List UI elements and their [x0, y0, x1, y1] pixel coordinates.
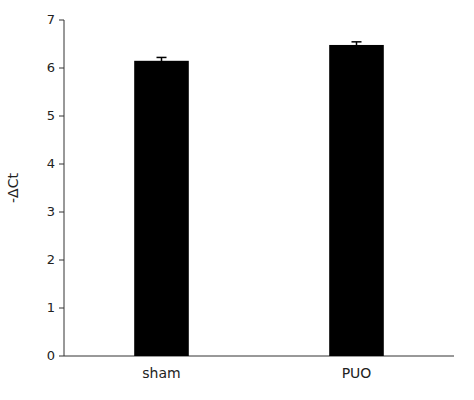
y-tick: [59, 212, 64, 213]
error-cap: [157, 57, 167, 59]
chart-svg: 0 1 2 3 4 5 6 7 -ΔCt sham PUO: [0, 0, 474, 400]
error-bar: [352, 42, 362, 48]
marks: [134, 42, 384, 356]
y-tick: [59, 68, 64, 69]
y-axis-label: -ΔCt: [5, 173, 21, 203]
y-axis-line: [64, 20, 65, 356]
y-tick-label: 7: [47, 12, 55, 27]
y-tick-label: 6: [47, 60, 55, 75]
bar: [134, 61, 189, 356]
y-tick: [59, 164, 64, 165]
y-tick-label: 0: [47, 348, 55, 363]
bar: [329, 45, 384, 356]
y-tick-label: 3: [47, 204, 55, 219]
x-tick-label: sham: [142, 365, 180, 381]
y-tick: [59, 260, 64, 261]
y-tick-label: 5: [47, 108, 55, 123]
error-cap: [352, 41, 362, 43]
y-tick: [59, 20, 64, 21]
x-axis: sham PUO: [64, 356, 454, 381]
y-tick-label: 1: [47, 300, 55, 315]
y-axis: 0 1 2 3 4 5 6 7: [47, 12, 64, 363]
y-tick-label: 2: [47, 252, 55, 267]
chart-container: 0 1 2 3 4 5 6 7 -ΔCt sham PUO: [0, 0, 474, 400]
y-tick: [59, 308, 64, 309]
x-tick-label: PUO: [342, 365, 372, 381]
error-line: [356, 42, 358, 48]
error-cap: [157, 63, 167, 65]
x-axis-line: [64, 356, 454, 357]
error-bar: [157, 57, 167, 64]
y-tick: [59, 356, 64, 357]
y-tick: [59, 116, 64, 117]
y-tick-label: 4: [47, 156, 55, 171]
error-line: [161, 57, 163, 64]
error-cap: [352, 47, 362, 49]
